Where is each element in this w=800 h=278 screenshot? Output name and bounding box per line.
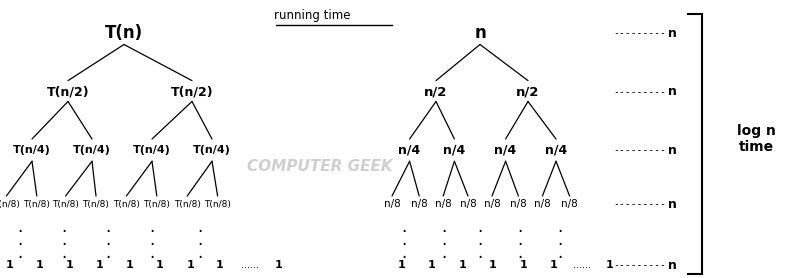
Text: .: . <box>478 244 482 262</box>
Text: T(n/8): T(n/8) <box>52 200 79 209</box>
Text: .: . <box>62 232 66 249</box>
Text: running time: running time <box>274 9 350 22</box>
Text: .: . <box>558 244 562 262</box>
Text: T(n/8): T(n/8) <box>0 200 20 209</box>
Text: log n
time: log n time <box>737 124 775 154</box>
Text: .: . <box>402 244 406 262</box>
Text: n/8: n/8 <box>460 199 476 209</box>
Text: .: . <box>106 218 110 235</box>
Text: .: . <box>518 218 522 235</box>
Text: 1: 1 <box>156 260 164 270</box>
Text: .: . <box>198 244 202 262</box>
Text: .: . <box>198 232 202 249</box>
Text: T(n/2): T(n/2) <box>170 85 214 98</box>
Text: ---------: --------- <box>614 28 666 38</box>
Text: .: . <box>442 232 446 249</box>
Text: .: . <box>18 244 22 262</box>
Text: T(n/2): T(n/2) <box>46 85 90 98</box>
Text: 1: 1 <box>489 260 497 270</box>
Text: n: n <box>667 144 677 157</box>
Text: ---------: --------- <box>614 87 666 97</box>
Text: T(n): T(n) <box>105 24 143 42</box>
Text: T(n/8): T(n/8) <box>204 200 231 209</box>
Text: ---------: --------- <box>614 145 666 155</box>
Text: 1: 1 <box>6 260 14 270</box>
Text: T(n/8): T(n/8) <box>82 200 110 209</box>
Text: .: . <box>198 218 202 235</box>
Text: 1: 1 <box>398 260 406 270</box>
Text: 1: 1 <box>66 260 74 270</box>
Text: 1: 1 <box>428 260 436 270</box>
Text: 1: 1 <box>550 260 558 270</box>
Text: 1: 1 <box>126 260 134 270</box>
Text: n/8: n/8 <box>411 199 427 209</box>
Text: n: n <box>667 259 677 272</box>
Text: .: . <box>478 232 482 249</box>
Text: n: n <box>667 27 677 40</box>
Text: n/8: n/8 <box>384 199 400 209</box>
Text: .: . <box>106 232 110 249</box>
Text: .: . <box>518 244 522 262</box>
Text: 1: 1 <box>216 260 224 270</box>
Text: n/4: n/4 <box>443 144 466 157</box>
Text: T(n/8): T(n/8) <box>23 200 50 209</box>
Text: ......: ...... <box>574 260 591 270</box>
Text: .: . <box>402 232 406 249</box>
Text: n/2: n/2 <box>424 85 448 98</box>
Text: .: . <box>150 232 154 249</box>
Text: .: . <box>558 218 562 235</box>
Text: .: . <box>558 232 562 249</box>
Text: n/4: n/4 <box>494 144 517 157</box>
Text: 1: 1 <box>519 260 527 270</box>
Text: .: . <box>442 244 446 262</box>
Text: .: . <box>18 218 22 235</box>
Text: T(n/4): T(n/4) <box>13 145 51 155</box>
Text: .: . <box>478 218 482 235</box>
Text: n/8: n/8 <box>435 199 451 209</box>
Text: n/2: n/2 <box>516 85 540 98</box>
Text: .: . <box>150 218 154 235</box>
Text: 1: 1 <box>36 260 44 270</box>
Text: .: . <box>106 244 110 262</box>
Text: .: . <box>150 244 154 262</box>
Text: ---------: --------- <box>614 199 666 209</box>
Text: n/8: n/8 <box>562 199 578 209</box>
Text: n: n <box>474 24 486 42</box>
Text: n: n <box>667 198 677 211</box>
Text: .: . <box>402 218 406 235</box>
Text: COMPUTER GEEK: COMPUTER GEEK <box>247 159 393 174</box>
Text: n/4: n/4 <box>545 144 567 157</box>
Text: T(n/8): T(n/8) <box>174 200 201 209</box>
Text: ......: ...... <box>241 260 258 270</box>
Text: .: . <box>62 218 66 235</box>
Text: n: n <box>667 85 677 98</box>
Text: 1: 1 <box>274 260 282 270</box>
Text: 1: 1 <box>606 260 614 270</box>
Text: 1: 1 <box>458 260 466 270</box>
Text: T(n/4): T(n/4) <box>193 145 231 155</box>
Text: .: . <box>518 232 522 249</box>
Text: 1: 1 <box>186 260 194 270</box>
Text: T(n/4): T(n/4) <box>73 145 111 155</box>
Text: ---------: --------- <box>614 260 666 270</box>
Text: .: . <box>18 232 22 249</box>
Text: .: . <box>62 244 66 262</box>
Text: n/8: n/8 <box>484 199 500 209</box>
Text: n/4: n/4 <box>398 144 421 157</box>
Text: .: . <box>442 218 446 235</box>
Text: T(n/8): T(n/8) <box>143 200 170 209</box>
Text: 1: 1 <box>96 260 104 270</box>
Text: n/8: n/8 <box>534 199 550 209</box>
Text: T(n/4): T(n/4) <box>133 145 171 155</box>
Text: T(n/8): T(n/8) <box>113 200 140 209</box>
Text: n/8: n/8 <box>510 199 526 209</box>
